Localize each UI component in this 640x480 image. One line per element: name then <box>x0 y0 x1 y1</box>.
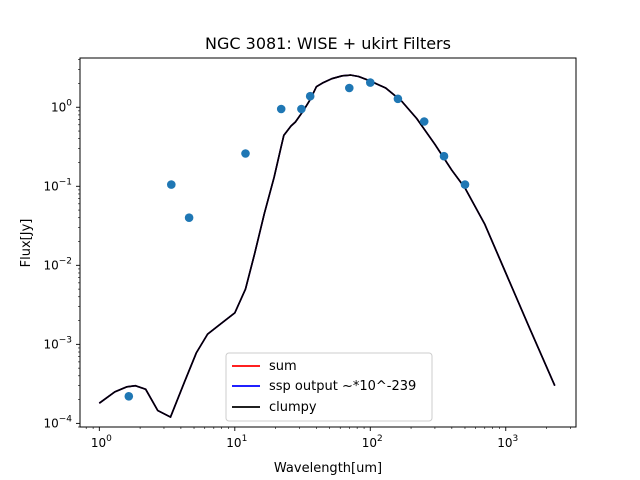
data-point <box>393 94 403 104</box>
chart-title: NGC 3081: WISE + ukirt Filters <box>205 34 451 53</box>
series-line-clumpy <box>98 74 556 418</box>
legend: sum ssp output ~*10^-239 clumpy <box>225 352 433 422</box>
data-point <box>241 149 250 158</box>
axes-frame <box>79 57 577 428</box>
y-tick-label: 100 <box>51 98 72 114</box>
data-point <box>439 151 449 161</box>
x-tick-label: 102 <box>362 434 383 450</box>
data-point <box>460 180 470 189</box>
axis-ticks: 100 101 102 103 10−4 10−3 10−2 10−1 100 <box>43 59 571 450</box>
plot-area <box>98 74 556 418</box>
x-tick-label: 103 <box>497 434 518 450</box>
y-tick-label: 10−1 <box>43 177 72 193</box>
y-tick-label: 10−2 <box>43 256 72 272</box>
y-tick-label: 10−3 <box>43 335 72 351</box>
legend-box <box>225 352 433 422</box>
data-point <box>366 78 375 87</box>
y-tick-label: 10−4 <box>43 414 72 430</box>
x-tick-label: 100 <box>91 434 112 450</box>
legend-label-sum: sum <box>269 359 297 374</box>
data-point <box>345 83 354 93</box>
x-axis-label: Wavelength[um] <box>274 461 382 476</box>
data-point <box>297 104 306 114</box>
data-point <box>167 180 176 189</box>
legend-label-clumpy: clumpy <box>269 400 317 415</box>
legend-label-ssp: ssp output ~*10^-239 <box>269 379 416 394</box>
data-point <box>124 392 134 401</box>
data-point <box>184 213 194 222</box>
data-point <box>419 117 429 126</box>
data-point <box>276 104 286 114</box>
x-tick-label: 101 <box>226 434 247 450</box>
y-axis-label: Flux[Jy] <box>19 219 34 268</box>
data-point <box>305 91 315 101</box>
